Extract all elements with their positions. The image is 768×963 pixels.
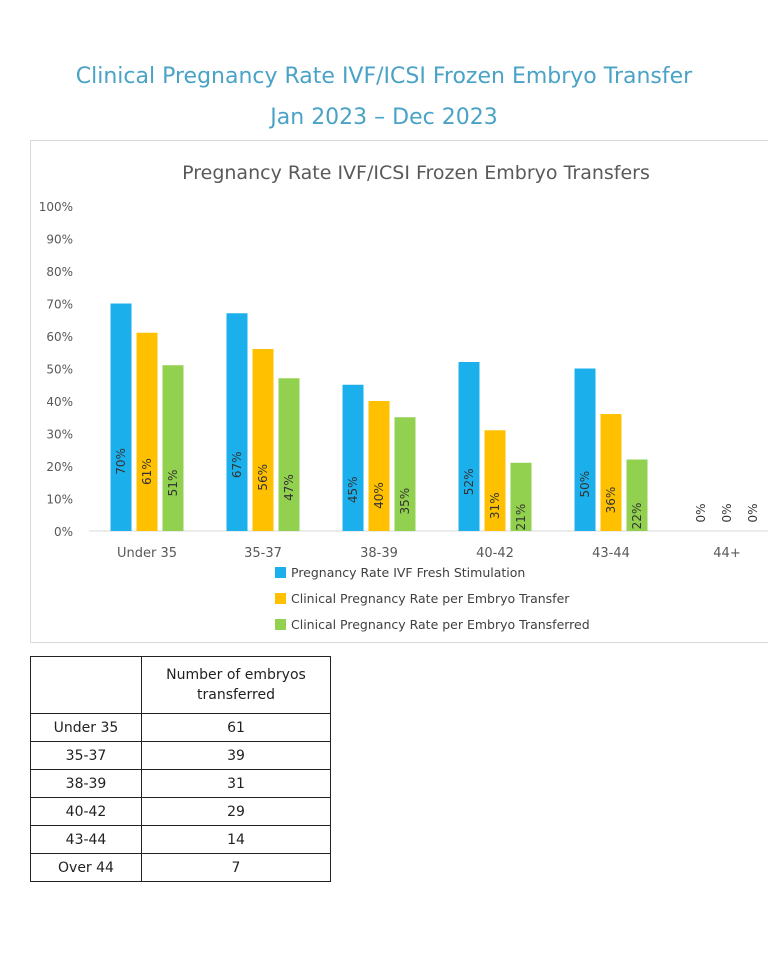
x-tick-label: 43-44 (592, 546, 630, 561)
table-row-label: 43-44 (30, 825, 142, 854)
y-tick-label: 90% (46, 233, 73, 247)
table-header: Number of embryos transferred (141, 656, 331, 714)
data-label: 31% (488, 492, 502, 519)
data-label: 22% (630, 503, 644, 530)
bar (136, 332, 158, 531)
chart-container: Pregnancy Rate IVF/ICSI Frozen Embryo Tr… (30, 140, 768, 643)
bar (626, 459, 648, 531)
data-label: 36% (604, 487, 618, 514)
table-row-label: Under 35 (30, 713, 142, 742)
table-row-value: 29 (141, 797, 331, 826)
x-tick-label: Under 35 (117, 546, 177, 561)
bar (458, 362, 480, 531)
table-row-label: 35-37 (30, 741, 142, 770)
legend-swatch (275, 593, 286, 604)
y-tick-label: 0% (54, 525, 73, 539)
table-row-label: 40-42 (30, 797, 142, 826)
bar (252, 349, 274, 531)
data-label: 40% (372, 482, 386, 509)
table-row: 43-44 14 (30, 825, 331, 854)
table-row-value: 14 (141, 825, 331, 854)
legend-label: Clinical Pregnancy Rate per Embryo Trans… (291, 617, 590, 632)
table-row: Under 35 61 (30, 713, 331, 742)
bar (278, 378, 300, 531)
bar (574, 368, 596, 531)
data-label: 70% (114, 448, 128, 475)
bar (110, 303, 132, 531)
table-row: 35-37 39 (30, 741, 331, 770)
bar (600, 414, 622, 531)
bar (510, 462, 532, 531)
table-row: 38-39 31 (30, 769, 331, 798)
data-label: 0% (746, 503, 760, 522)
data-label: 56% (256, 464, 270, 491)
y-tick-label: 100% (39, 200, 73, 214)
bar (226, 313, 248, 531)
table-row-value: 7 (141, 853, 331, 882)
table-row: Over 44 7 (30, 853, 331, 882)
data-label: 52% (462, 469, 476, 496)
legend-label: Pregnancy Rate IVF Fresh Stimulation (291, 565, 525, 580)
x-tick-label: 38-39 (360, 546, 398, 561)
y-tick-label: 40% (46, 395, 73, 409)
legend-swatch (275, 619, 286, 630)
embryos-table: Number of embryos transferred Under 35 6… (30, 656, 331, 882)
bar (368, 401, 390, 531)
bar-chart: Pregnancy Rate IVF/ICSI Frozen Embryo Tr… (39, 162, 768, 632)
data-label: 47% (282, 474, 296, 501)
table-header-row: Number of embryos transferred (30, 656, 331, 714)
chart-title: Pregnancy Rate IVF/ICSI Frozen Embryo Tr… (182, 162, 650, 184)
y-tick-label: 60% (46, 330, 73, 344)
data-label: 61% (140, 458, 154, 485)
y-tick-label: 10% (46, 493, 73, 507)
page-title: Clinical Pregnancy Rate IVF/ICSI Frozen … (75, 64, 693, 89)
data-label: 45% (346, 476, 360, 503)
legend-label: Clinical Pregnancy Rate per Embryo Trans… (291, 591, 570, 606)
table-row: 40-42 29 (30, 797, 331, 826)
bar (484, 430, 506, 531)
table-header-label: Number of embryos transferred (166, 667, 306, 703)
y-tick-label: 30% (46, 428, 73, 442)
data-label: 51% (166, 470, 180, 497)
data-label: 0% (694, 503, 708, 522)
table-row-label: 38-39 (30, 769, 142, 798)
data-label: 50% (578, 471, 592, 498)
page-subtitle-date-range: Jan 2023 – Dec 2023 (270, 105, 498, 130)
y-tick-label: 70% (46, 298, 73, 312)
table-row-label: Over 44 (30, 853, 142, 882)
data-label: 0% (720, 503, 734, 522)
x-tick-label: 44+ (713, 546, 740, 561)
x-tick-label: 40-42 (476, 546, 514, 561)
table-header-blank (30, 656, 142, 714)
y-tick-label: 50% (46, 363, 73, 377)
data-label: 35% (398, 488, 412, 515)
bar (342, 384, 364, 531)
data-label: 67% (230, 451, 244, 478)
table-row-value: 61 (141, 713, 331, 742)
y-tick-label: 20% (46, 460, 73, 474)
legend-swatch (275, 567, 286, 578)
data-label: 21% (514, 504, 528, 531)
table-row-value: 31 (141, 769, 331, 798)
table-row-value: 39 (141, 741, 331, 770)
bar (394, 417, 416, 531)
bar (162, 365, 184, 531)
x-tick-label: 35-37 (244, 546, 282, 561)
y-tick-label: 80% (46, 265, 73, 279)
